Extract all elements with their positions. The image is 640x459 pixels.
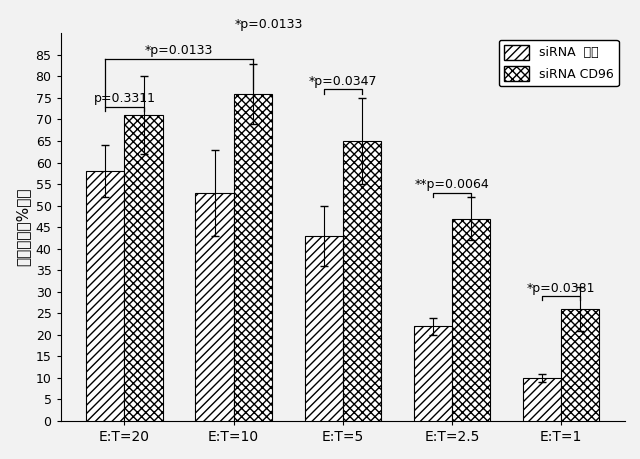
Legend: siRNA  対照, siRNA CD96: siRNA 対照, siRNA CD96	[499, 39, 619, 86]
Bar	[452, 218, 490, 421]
Text: *p=0.0133: *p=0.0133	[235, 18, 303, 31]
Bar	[305, 236, 343, 421]
Bar	[234, 94, 272, 421]
Y-axis label: 特異的溢解%割合: 特異的溢解%割合	[15, 188, 30, 266]
Text: p=0.3311: p=0.3311	[93, 92, 156, 105]
Bar	[195, 193, 234, 421]
Text: *p=0.0133: *p=0.0133	[145, 44, 213, 57]
Text: *p=0.0347: *p=0.0347	[308, 75, 377, 88]
Bar	[561, 309, 599, 421]
Bar	[343, 141, 381, 421]
Text: *p=0.0381: *p=0.0381	[527, 282, 595, 295]
Bar	[124, 115, 163, 421]
Bar	[413, 326, 452, 421]
Text: **p=0.0064: **p=0.0064	[415, 179, 490, 191]
Bar	[86, 171, 124, 421]
Bar	[523, 378, 561, 421]
